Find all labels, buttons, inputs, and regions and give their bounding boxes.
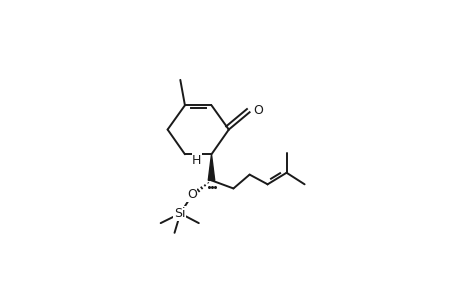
Text: H: H [192,154,201,167]
Text: O: O [252,104,263,117]
Text: Si: Si [174,207,185,220]
Text: O: O [186,188,196,201]
Polygon shape [208,154,214,180]
Text: H: H [192,154,201,167]
